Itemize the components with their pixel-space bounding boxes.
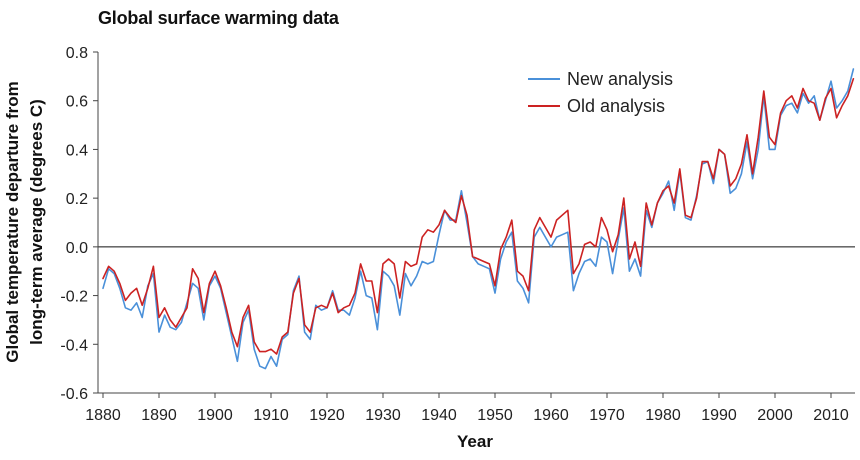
x-tick-label: 2000 xyxy=(757,407,793,424)
legend: New analysis Old analysis xyxy=(528,69,673,116)
legend-label-old: Old analysis xyxy=(567,96,665,116)
series-line-old-analysis xyxy=(102,78,855,355)
legend-label-new: New analysis xyxy=(567,69,673,89)
x-tick-label: 1910 xyxy=(253,407,289,424)
x-tick-label: 1950 xyxy=(477,407,513,424)
y-tick-label: 0.6 xyxy=(66,94,88,111)
x-tick-label: 1940 xyxy=(421,407,457,424)
x-tick-label: 1890 xyxy=(141,407,177,424)
y-tick-label: 0.8 xyxy=(66,45,88,62)
x-tick-label: 1970 xyxy=(589,407,625,424)
y-tick-label: 0.4 xyxy=(66,142,88,159)
y-tick-label: -0.2 xyxy=(60,289,88,306)
x-tick-label: 2010 xyxy=(813,407,849,424)
y-axis-title-line1: Global temperature departure from xyxy=(3,81,22,363)
y-tick-label: -0.4 xyxy=(60,337,88,354)
y-tick-label: -0.6 xyxy=(60,386,88,403)
x-tick-label: 1930 xyxy=(365,407,401,424)
y-tick-label: 0.0 xyxy=(66,240,88,257)
chart-title: Global surface warming data xyxy=(98,8,339,28)
y-axis-ticks: -0.6 -0.4 -0.2 0.0 0.2 0.4 0.6 0.8 xyxy=(60,45,98,403)
series-group xyxy=(102,68,855,370)
y-axis-title-line2: long-term average (degrees C) xyxy=(27,99,46,345)
x-tick-label: 1980 xyxy=(645,407,681,424)
x-tick-label: 1900 xyxy=(197,407,233,424)
x-tick-label: 1960 xyxy=(533,407,569,424)
y-tick-label: 0.2 xyxy=(66,191,88,208)
x-tick-label: 1880 xyxy=(85,407,121,424)
x-axis-ticks: 1880 1890 1900 1910 1920 1930 1940 1950 1960 1970… xyxy=(85,393,849,424)
x-tick-label: 1920 xyxy=(309,407,345,424)
x-axis-title: Year xyxy=(457,432,493,451)
x-tick-label: 1990 xyxy=(701,407,737,424)
series-line-new-analysis xyxy=(102,68,855,370)
